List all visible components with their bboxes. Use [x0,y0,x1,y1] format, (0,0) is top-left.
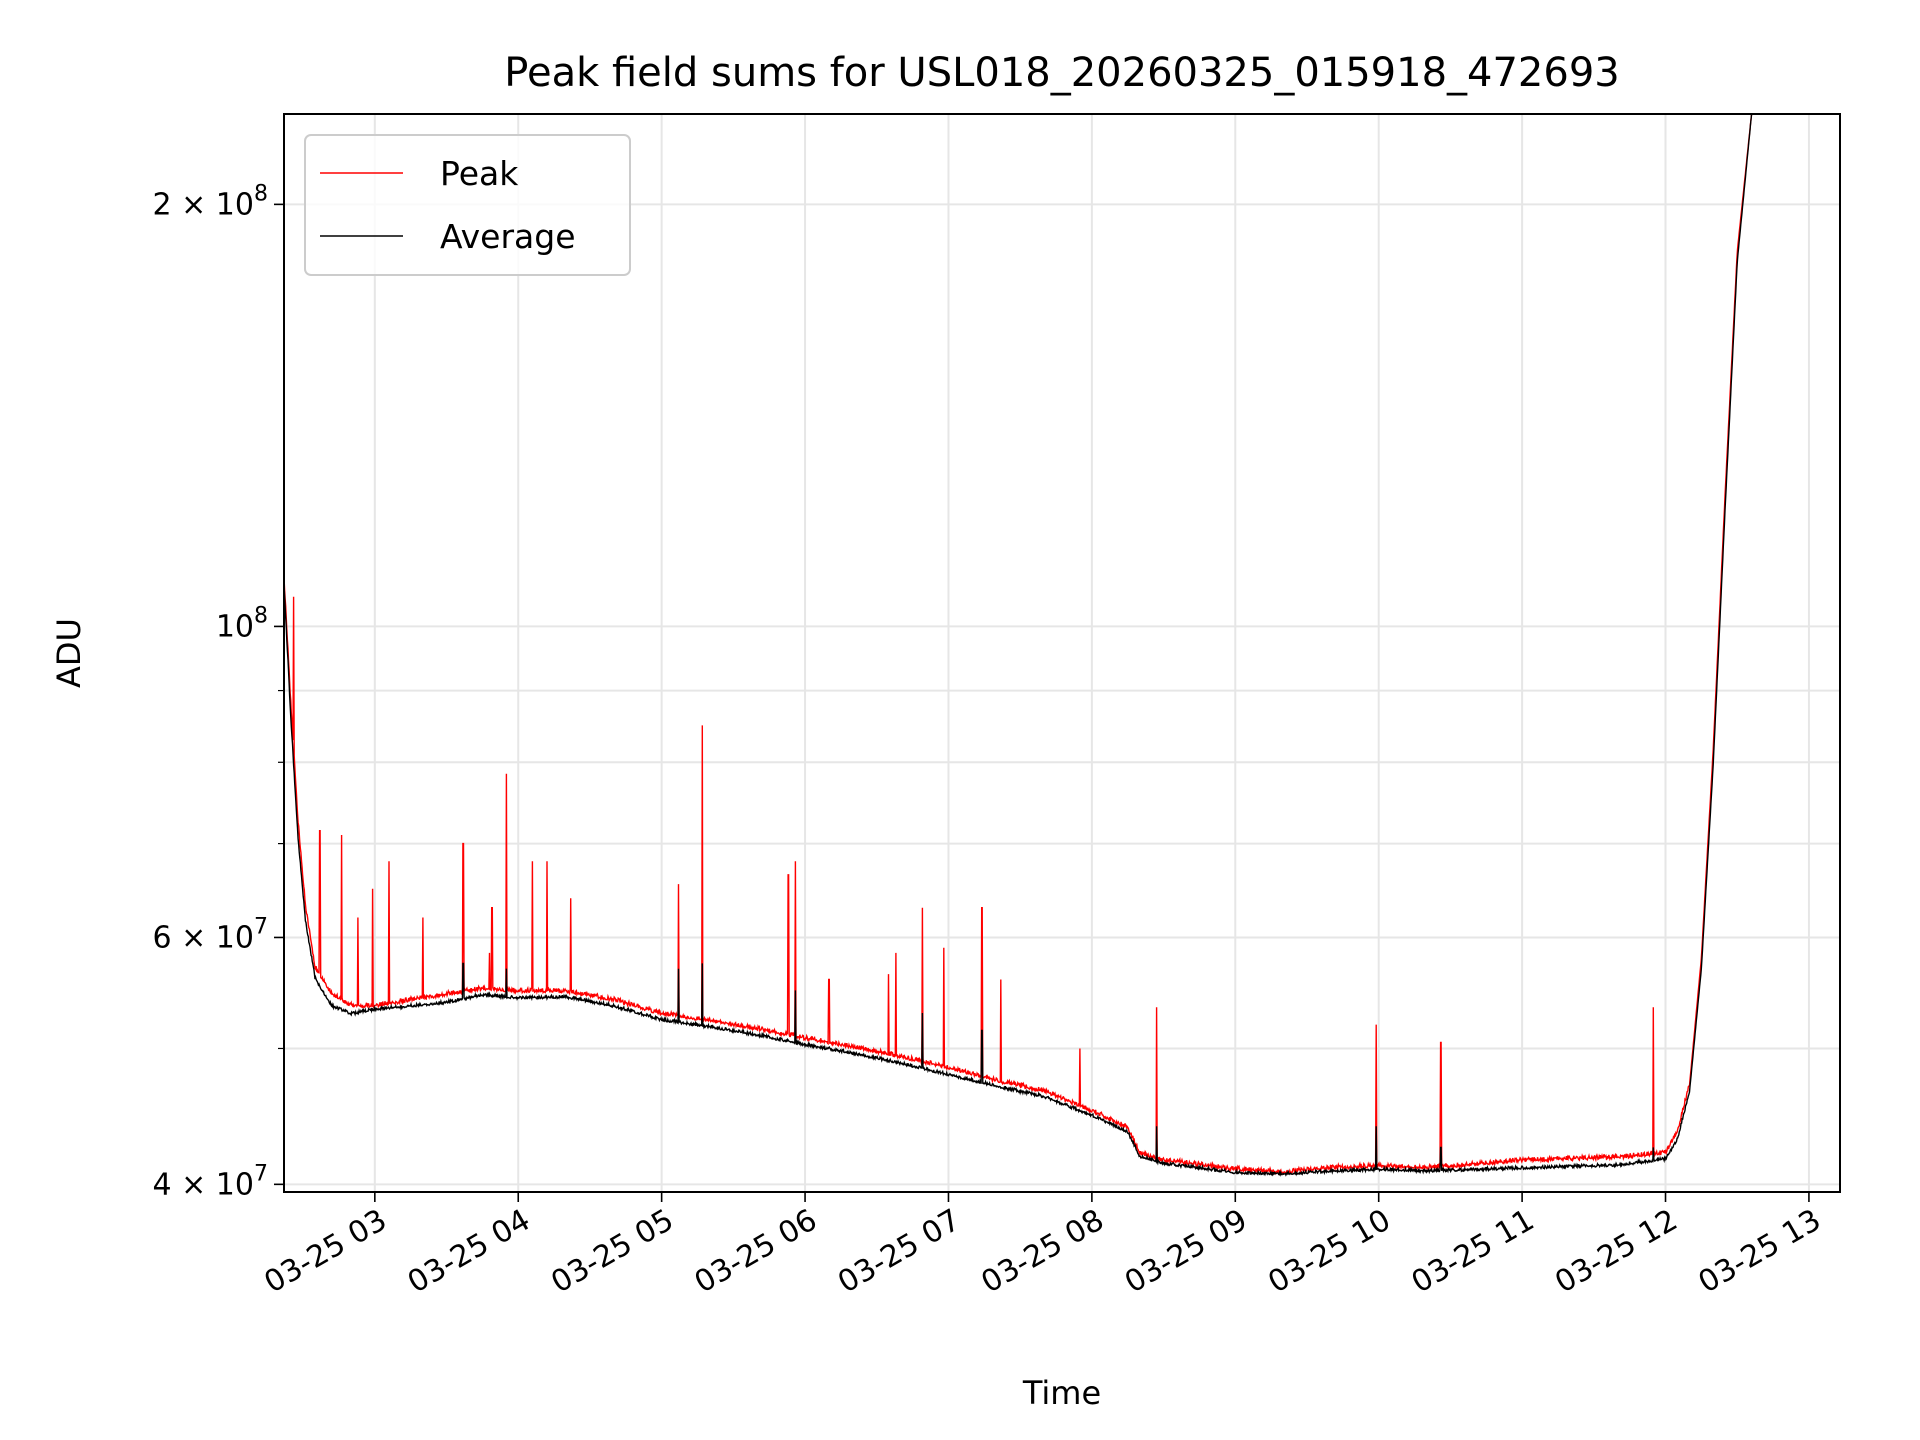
series-line-peak [284,114,1753,1176]
legend-label-peak: Peak [440,154,519,193]
grid [284,114,1840,1192]
y-tick-label: 108 [216,603,268,644]
legend-label-average: Average [440,217,576,256]
series-area [284,114,1753,1177]
y-tick-label: 6 × 107 [153,914,268,955]
chart-title: Peak field sums for USL018_20260325_0159… [504,50,1619,96]
series-line-average [284,114,1753,1177]
legend-box [304,134,631,276]
y-axis-label: ADU [50,618,88,688]
legend: Peak Average [304,134,631,276]
x-axis-label: Time [1022,1374,1101,1412]
y-tick-label: 4 × 107 [153,1161,268,1202]
plot-frame [283,113,1841,1193]
y-tick-label: 2 × 108 [153,181,268,222]
